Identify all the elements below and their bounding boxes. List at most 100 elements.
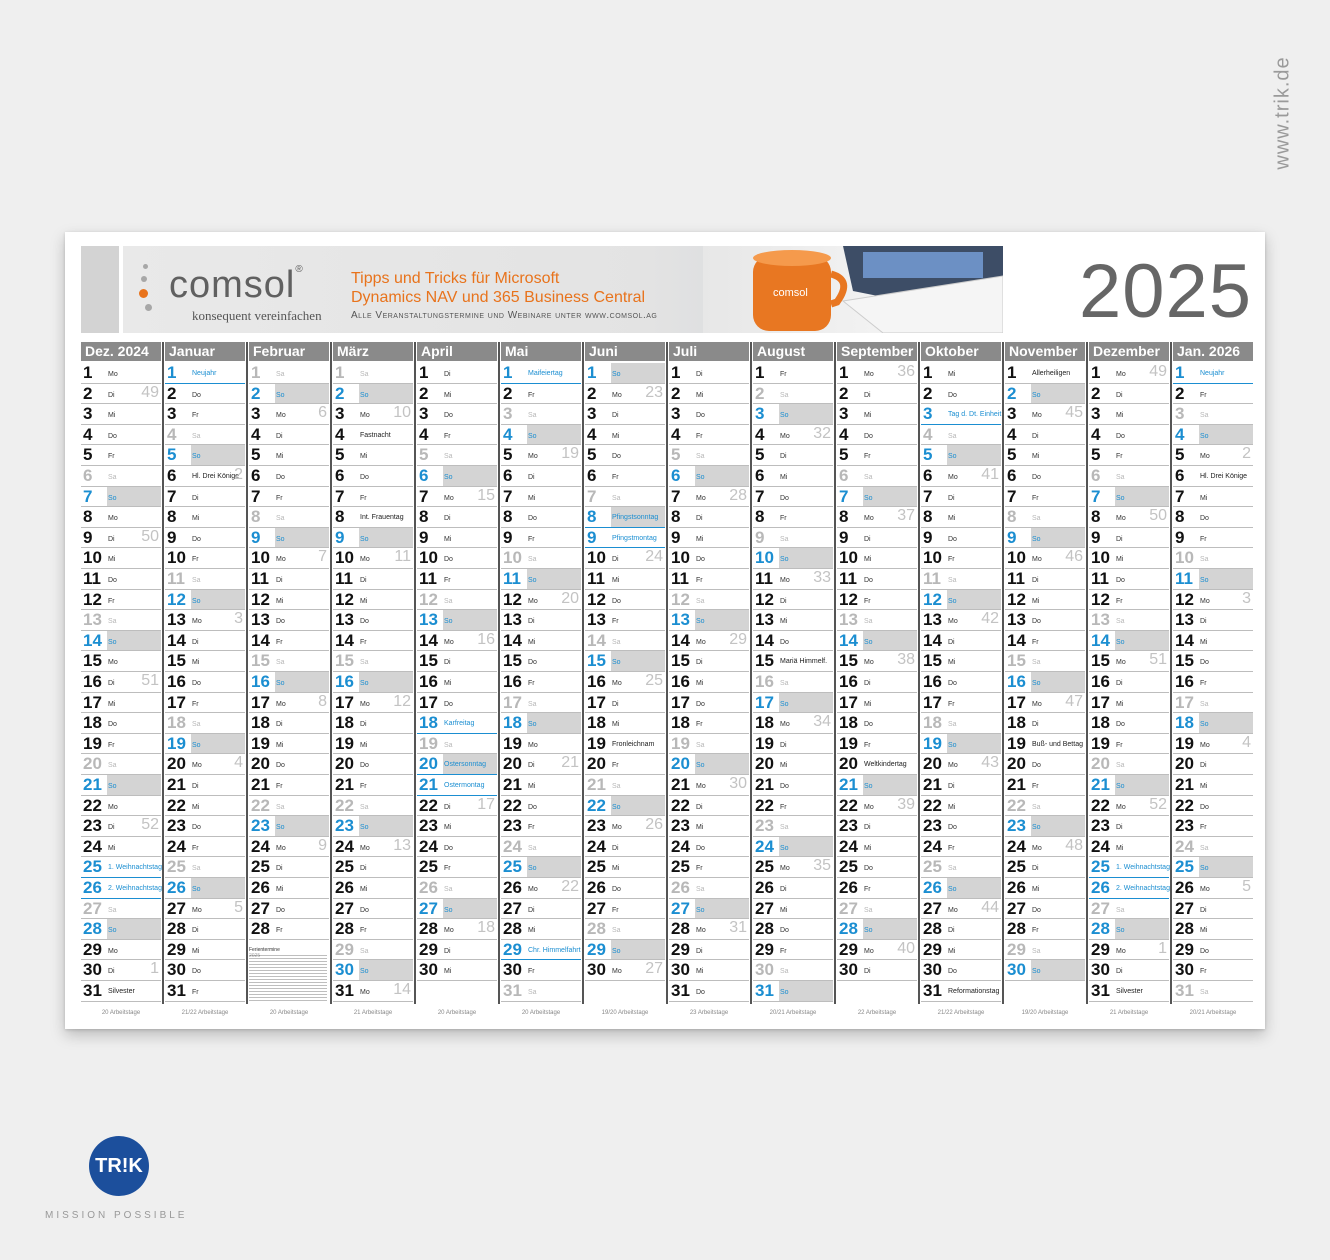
weekday-label: Sa [612, 927, 621, 935]
calendar-week-number: 23 [645, 383, 663, 401]
day-row: 11 Do [1089, 569, 1169, 590]
day-row: 9 Di [1089, 528, 1169, 549]
day-number: 17 [419, 692, 438, 712]
month-column: Oktober 1 Mi 2 Do 3 Tag d. Dt. Einheit 4 Sa 5 So 6 M… [921, 342, 1001, 1002]
day-row: 15 Sa [249, 651, 329, 672]
day-number: 19 [923, 733, 942, 753]
weekday-label: Sa [360, 947, 369, 955]
weekday-label: Di [1032, 577, 1039, 584]
day-number: 22 [419, 795, 438, 815]
day-row: 29 So [585, 939, 665, 961]
day-number: 6 [335, 466, 345, 485]
calendar-week-number: 2 [234, 466, 243, 483]
day-row: 6 Hl. Drei Könige 2 [165, 466, 245, 487]
day-row: 28 So [1089, 919, 1169, 940]
day-row: 10 Fr [921, 548, 1001, 569]
weekday-label: Sa [108, 474, 117, 481]
day-row: 12 So [921, 589, 1001, 611]
weekday-label: Di [612, 412, 619, 420]
day-row: 17 Di [585, 693, 665, 714]
calendar-week-number: 46 [1065, 548, 1083, 566]
weekday-label: Di [612, 556, 619, 564]
day-number: 15 [671, 651, 690, 671]
day-number: 24 [755, 836, 774, 856]
day-number: 19 [419, 733, 438, 753]
column-separator [162, 342, 164, 1004]
day-number: 30 [503, 960, 522, 980]
day-number: 13 [1007, 610, 1026, 630]
weekday-label: Sa [780, 824, 789, 832]
day-number: 22 [167, 795, 186, 815]
weekday-label: Mi [948, 371, 956, 378]
day-number: 9 [1091, 527, 1101, 547]
day-row: 31 Silvester [81, 981, 161, 1002]
day-row: 6 So [669, 466, 749, 487]
day-number: 24 [251, 836, 270, 856]
weekday-label: So [612, 947, 621, 955]
day-row: 28 So [837, 919, 917, 940]
day-number: 24 [335, 836, 354, 856]
day-number: 18 [923, 713, 942, 733]
day-number: 12 [587, 589, 606, 609]
day-number: 16 [671, 672, 690, 691]
day-row: 22 Mi [921, 796, 1001, 817]
day-number: 27 [1007, 898, 1026, 918]
day-row: 30 Di [1089, 960, 1169, 981]
day-number: 3 [1007, 404, 1017, 424]
weekday-label: Mo [1032, 844, 1042, 852]
day-row: 18 Sa [921, 713, 1001, 734]
comsol-logo-wordmark: comsol® [169, 264, 304, 306]
calendar-week-number: 17 [477, 795, 495, 813]
weekday-label: So [696, 474, 705, 481]
weekday-label: Do [864, 432, 873, 440]
day-row: 20 Weltkindertag [837, 754, 917, 775]
weekday-label: Mi [1200, 494, 1208, 502]
weekday-label: Fr [276, 638, 283, 646]
day-row: 14 Do [753, 631, 833, 652]
weekday-label: Di [108, 824, 115, 832]
comsol-logo-icon [137, 262, 167, 322]
day-row: 18 Mo 34 [753, 713, 833, 734]
day-number: 28 [755, 919, 774, 939]
day-number: 7 [923, 486, 933, 506]
day-row: 11 Di [333, 569, 413, 590]
day-number: 25 [335, 857, 354, 877]
day-number: 13 [839, 610, 858, 630]
day-row: 5 So [165, 445, 245, 466]
holiday-label: Neujahr [192, 370, 217, 377]
day-number: 17 [1175, 692, 1194, 712]
workdays-count: 20/21 Arbeitstage [1189, 1010, 1237, 1016]
day-row: 19 Fr [1089, 734, 1169, 755]
day-number: 20 [839, 754, 858, 774]
weekday-label: Sa [696, 886, 705, 893]
weekday-label: Do [192, 824, 201, 832]
day-row: 25 Mi [585, 857, 665, 878]
day-number: 16 [503, 672, 522, 691]
day-row: 23 Mo 26 [585, 816, 665, 837]
day-row: 16 Fr [501, 672, 581, 693]
day-number: 24 [1175, 836, 1194, 856]
day-number: 12 [167, 589, 186, 609]
weekday-label: Mo [360, 989, 370, 996]
day-row: 16 Mi [669, 672, 749, 693]
day-row: 20 Fr [585, 754, 665, 775]
weekday-label: Mi [1032, 597, 1040, 605]
day-number: 23 [755, 816, 774, 836]
day-number: 23 [1175, 816, 1194, 836]
day-row: 14 Di [921, 631, 1001, 652]
weekday-label: Sa [192, 865, 201, 873]
day-row: 4 Mo 32 [753, 425, 833, 446]
weekday-label: Mi [192, 659, 200, 667]
event-label: Hl. Drei Könige [1200, 473, 1248, 480]
weekday-label: Fr [864, 453, 871, 461]
weekday-label: Di [696, 803, 703, 811]
weekday-label: Do [528, 515, 537, 523]
day-number: 14 [83, 630, 102, 650]
day-row: 15 Do [1173, 651, 1253, 672]
day-row: 27 Do [249, 899, 329, 920]
workdays-count: 21/22 Arbeitstage [181, 1010, 229, 1016]
day-row: 29 Mo 40 [837, 940, 917, 961]
day-row: 2 Do [921, 384, 1001, 405]
day-number: 20 [335, 754, 354, 774]
day-row: 20 Sa [1089, 754, 1169, 775]
